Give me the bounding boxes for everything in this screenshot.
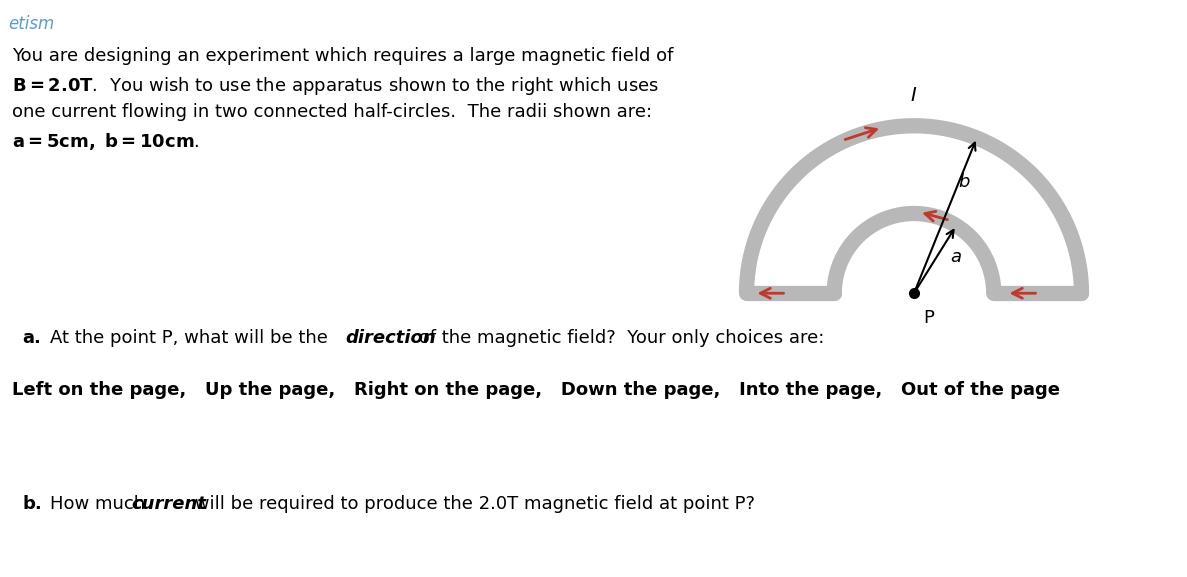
Text: of the magnetic field?  Your only choices are:: of the magnetic field? Your only choices… [413, 329, 825, 347]
Text: $a$: $a$ [950, 248, 961, 266]
Text: etism: etism [8, 15, 55, 33]
Text: b.: b. [23, 495, 42, 513]
Text: one current flowing in two connected half-circles.  The radii shown are:: one current flowing in two connected hal… [12, 103, 652, 121]
Text: $\bf{a = 5cm}$$\bf{,\ b = 10cm}$.: $\bf{a = 5cm}$$\bf{,\ b = 10cm}$. [12, 131, 199, 152]
Text: current: current [131, 495, 207, 513]
Text: Left on the page,   Up the page,   Right on the page,   Down the page,   Into th: Left on the page, Up the page, Right on … [12, 381, 1060, 399]
Text: How much: How much [50, 495, 151, 513]
Text: $\bf{B = 2.0T}$.  You wish to use the apparatus shown to the right which uses: $\bf{B = 2.0T}$. You wish to use the app… [12, 75, 659, 97]
Text: You are designing an experiment which requires a large magnetic field of: You are designing an experiment which re… [12, 47, 673, 65]
Text: At the point P, what will be the: At the point P, what will be the [50, 329, 334, 347]
Text: $b$: $b$ [958, 173, 971, 190]
Text: P: P [923, 309, 934, 327]
Text: will be required to produce the 2.0T magnetic field at point P?: will be required to produce the 2.0T mag… [189, 495, 755, 513]
Text: direction: direction [345, 329, 436, 347]
Text: a.: a. [23, 329, 40, 347]
Text: $I$: $I$ [910, 86, 918, 105]
